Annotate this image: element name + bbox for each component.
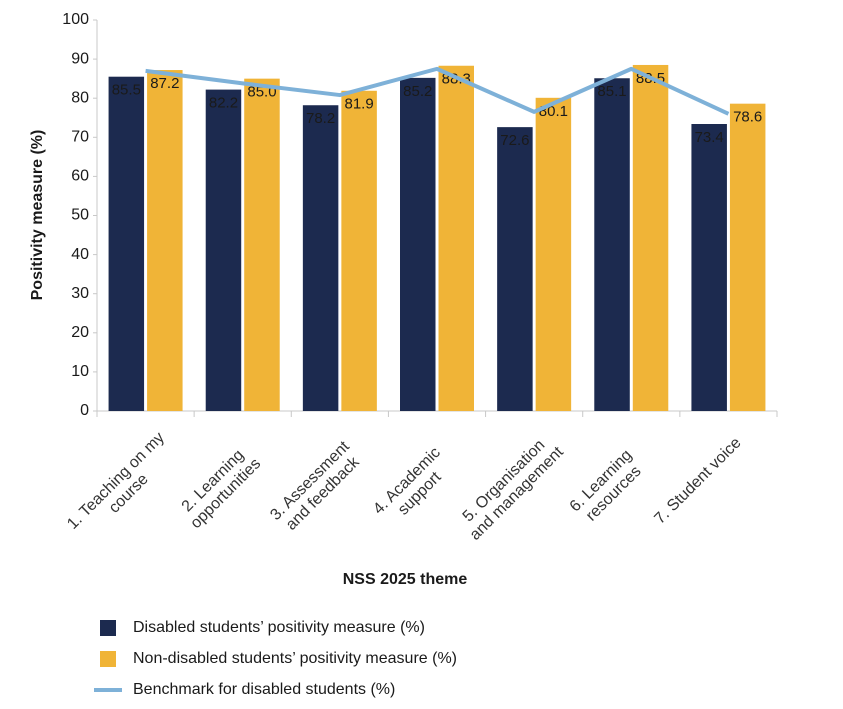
y-tick-label: 0 (80, 402, 89, 419)
bar (205, 89, 242, 412)
legend-label: Benchmark for disabled students (%) (133, 681, 395, 698)
data-label: 85.2 (403, 83, 432, 100)
bar (691, 124, 727, 412)
bar (438, 65, 474, 411)
bar (341, 90, 377, 411)
legend-swatch (100, 651, 116, 667)
y-tick-label: 40 (71, 246, 89, 263)
data-label: 81.9 (345, 96, 374, 113)
bar (244, 78, 280, 412)
legend-label: Non-disabled students’ positivity measur… (133, 650, 457, 667)
y-tick-label: 20 (71, 324, 89, 341)
bar (302, 105, 339, 411)
y-tick-label: 10 (71, 363, 89, 380)
data-label: 85.5 (112, 82, 141, 99)
line (145, 66, 730, 116)
bar (497, 127, 533, 411)
y-tick-label: 100 (62, 11, 89, 28)
bar (535, 97, 572, 412)
data-label: 78.6 (733, 109, 762, 126)
y-tick-label: 80 (71, 89, 89, 106)
legend-label: Disabled students’ positivity measure (%… (133, 619, 425, 636)
data-label: 73.4 (695, 129, 724, 146)
bar (594, 78, 630, 411)
y-axis-title: Positivity measure (%) (29, 130, 46, 301)
y-tick-label: 30 (71, 285, 89, 302)
data-label: 78.2 (306, 110, 335, 127)
data-label: 82.2 (209, 95, 238, 112)
x-axis-title: NSS 2025 theme (343, 571, 468, 588)
legend-swatch (100, 620, 116, 636)
bar (632, 64, 669, 411)
data-label: 85.1 (597, 83, 626, 100)
bar (400, 77, 436, 412)
y-tick-label: 50 (71, 207, 89, 224)
y-tick-label: 60 (71, 168, 89, 185)
bar (108, 76, 145, 411)
data-label: 87.2 (150, 75, 179, 92)
data-label: 72.6 (500, 132, 529, 149)
bar (729, 103, 766, 411)
y-tick-label: 90 (71, 50, 89, 67)
bar (147, 70, 183, 411)
y-tick-label: 70 (71, 129, 89, 146)
